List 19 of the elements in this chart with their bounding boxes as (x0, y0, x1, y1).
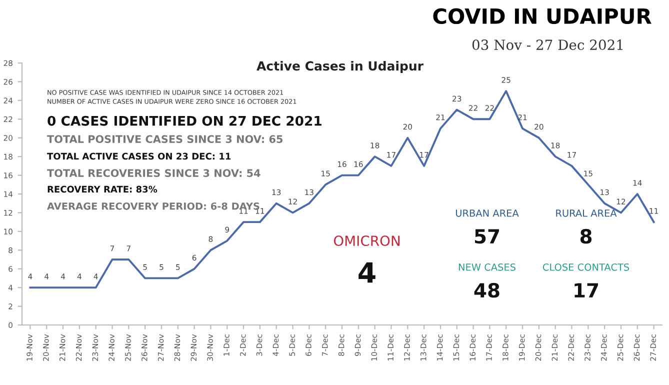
annotation: TOTAL ACTIVE CASES ON 23 DEC: 11 (47, 152, 231, 160)
annotation: 57 (474, 229, 499, 244)
annotation: 0 CASES IDENTIFIED ON 27 DEC 2021 (48, 116, 322, 126)
annotation: RECOVERY RATE: 83% (48, 186, 158, 193)
annotation: RURAL AREA (556, 210, 617, 217)
annotation: Active Cases in Udaipur (256, 60, 424, 74)
annotation: URBAN AREA (456, 210, 519, 217)
annotation: 8 (580, 228, 592, 244)
annotation: CLOSE CONTACTS (542, 263, 630, 271)
annotation: AVERAGE RECOVERY PERIOD: 6-8 DAYS (47, 202, 260, 210)
annotation: 4 (358, 262, 376, 283)
annotation: TOTAL RECOVERIES SINCE 3 NOV: 54 (47, 169, 260, 178)
annotation: 17 (574, 283, 598, 298)
annotation: OMICRON (334, 236, 400, 246)
chart-subtitle: 03 Nov - 27 Dec 2021 (472, 40, 623, 50)
annotation: NEW CASES (458, 263, 516, 271)
annotation: TOTAL POSITIVE CASES SINCE 3 NOV: 65 (47, 135, 282, 144)
annotation: 48 (474, 282, 500, 298)
chart-title: COVID IN UDAIPUR (433, 8, 652, 24)
